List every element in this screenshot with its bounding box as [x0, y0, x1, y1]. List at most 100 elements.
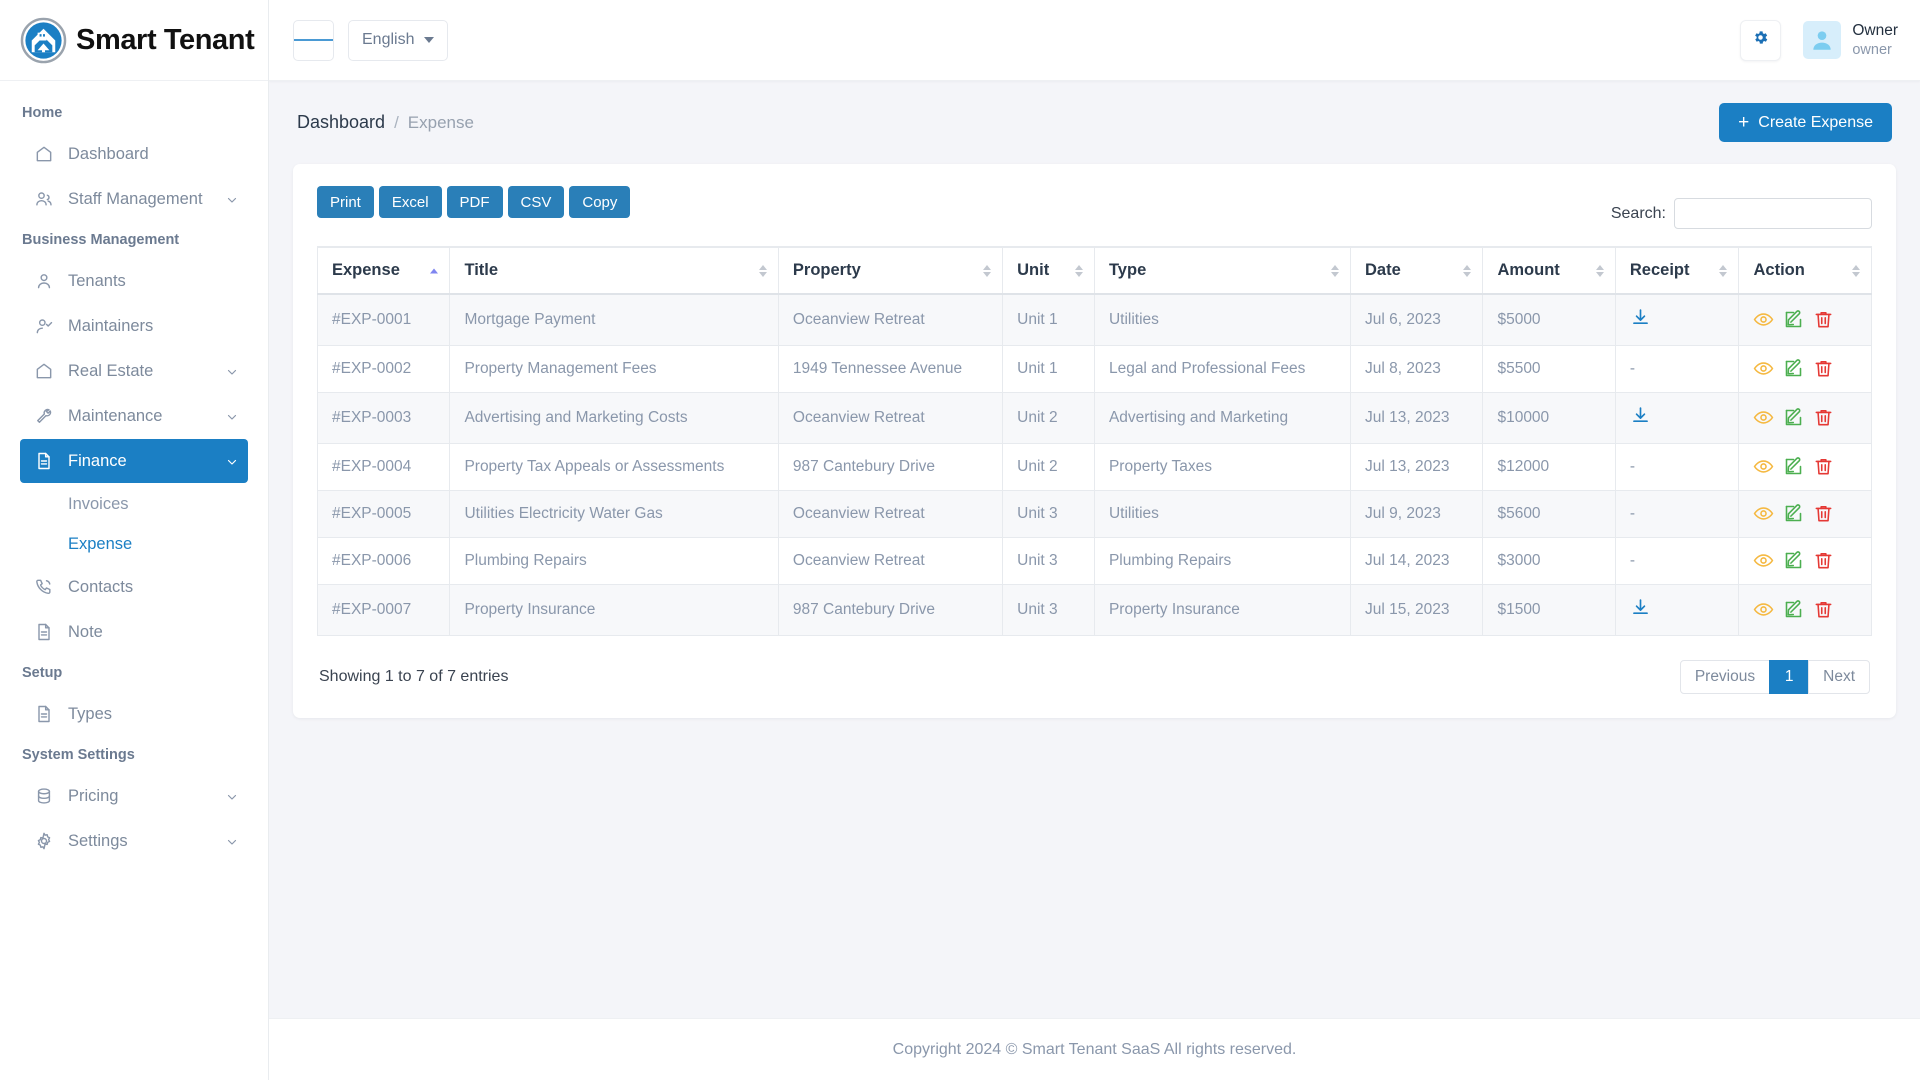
eye-icon[interactable]	[1753, 358, 1775, 380]
column-header-action[interactable]: Action	[1738, 246, 1872, 295]
sidebar-item-label: Types	[68, 704, 113, 723]
sidebar-item-staff-management[interactable]: Staff Management	[20, 177, 248, 221]
trash-icon[interactable]	[1813, 503, 1835, 525]
pdf-button[interactable]: PDF	[446, 186, 503, 218]
trash-icon[interactable]	[1813, 407, 1835, 429]
cell-expense: #EXP-0001	[316, 293, 451, 346]
sidebar-item-label: Finance	[68, 451, 127, 470]
trash-icon[interactable]	[1813, 456, 1835, 478]
wrench-icon	[32, 404, 56, 428]
brand[interactable]: Smart Tenant	[0, 0, 268, 81]
table-row: #EXP-0004 Property Tax Appeals or Assessm…	[316, 443, 1872, 491]
sidebar-item-label: Maintenance	[68, 406, 163, 425]
print-button[interactable]: Print	[317, 186, 374, 218]
sidebar-item-types[interactable]: Types	[20, 692, 248, 736]
column-header-property[interactable]: Property	[777, 246, 1004, 295]
trash-icon[interactable]	[1813, 599, 1835, 621]
sidebar-item-label: Tenants	[68, 271, 126, 290]
cell-date: Jul 9, 2023	[1350, 490, 1484, 538]
export-buttons-group: Print Excel PDF CSV Copy	[317, 186, 631, 218]
gear-icon	[32, 829, 56, 853]
sidebar-item-contacts[interactable]: Contacts	[20, 565, 248, 609]
sidebar-item-label: Settings	[68, 831, 128, 850]
sidebar-item-dashboard[interactable]: Dashboard	[20, 132, 248, 176]
action-buttons	[1753, 309, 1857, 331]
cell-date: Jul 6, 2023	[1350, 293, 1484, 346]
column-header-amount[interactable]: Amount	[1482, 246, 1616, 295]
topbar: English Owner owner	[269, 0, 1920, 81]
hamburger-icon[interactable]	[293, 19, 334, 61]
sort-icon	[1463, 264, 1472, 277]
edit-icon[interactable]	[1783, 407, 1805, 429]
copy-button[interactable]: Copy	[569, 186, 631, 218]
settings-button[interactable]	[1740, 19, 1782, 61]
cell-receipt[interactable]	[1614, 584, 1740, 636]
column-header-expense[interactable]: Expense	[316, 246, 451, 295]
cell-type: Utilities	[1093, 293, 1352, 346]
language-selector[interactable]: English	[348, 19, 449, 61]
column-header-unit[interactable]: Unit	[1002, 246, 1095, 295]
sidebar-item-maintainers[interactable]: Maintainers	[20, 304, 248, 348]
table-body: #EXP-0001 Mortgage Payment Oceanview Retre…	[316, 293, 1872, 636]
eye-icon[interactable]	[1753, 599, 1775, 621]
sort-icon	[1595, 264, 1604, 277]
create-expense-label: Create Expense	[1758, 113, 1873, 131]
cell-expense: #EXP-0007	[316, 584, 451, 636]
edit-icon[interactable]	[1783, 599, 1805, 621]
trash-icon[interactable]	[1813, 309, 1835, 331]
cell-title: Mortgage Payment	[449, 293, 779, 346]
edit-icon[interactable]	[1783, 503, 1805, 525]
sidebar-item-label: Staff Management	[68, 189, 203, 208]
user-name: Owner	[1852, 22, 1898, 40]
edit-icon[interactable]	[1783, 550, 1805, 572]
eye-icon[interactable]	[1753, 456, 1775, 478]
column-header-title[interactable]: Title	[449, 246, 779, 295]
trash-icon[interactable]	[1813, 550, 1835, 572]
cell-expense: #EXP-0006	[316, 537, 451, 585]
sidebar-item-note[interactable]: Note	[20, 610, 248, 654]
sidebar-item-maintenance[interactable]: Maintenance	[20, 394, 248, 438]
pagination-page-1[interactable]: 1	[1769, 660, 1810, 694]
trash-icon[interactable]	[1813, 358, 1835, 380]
copyright-text: Copyright 2024 © Smart Tenant SaaS All r…	[892, 1040, 1297, 1058]
eye-icon[interactable]	[1753, 407, 1775, 429]
cell-unit: Unit 2	[1002, 443, 1095, 491]
sidebar-subitem-label: Expense	[68, 534, 133, 553]
sidebar-item-pricing[interactable]: Pricing	[20, 774, 248, 818]
breadcrumb-dashboard[interactable]: Dashboard	[297, 112, 386, 132]
download-icon[interactable]	[1630, 307, 1652, 329]
csv-button[interactable]: CSV	[507, 186, 565, 218]
column-header-receipt[interactable]: Receipt	[1614, 246, 1740, 295]
create-expense-button[interactable]: + Create Expense	[1719, 103, 1892, 142]
cell-unit: Unit 1	[1002, 293, 1095, 346]
edit-icon[interactable]	[1783, 358, 1805, 380]
sidebar-subitem-expense[interactable]: Expense	[0, 524, 268, 564]
cell-receipt[interactable]	[1614, 392, 1740, 444]
sidebar-subitem-invoices[interactable]: Invoices	[0, 484, 268, 524]
eye-icon[interactable]	[1753, 550, 1775, 572]
search-input[interactable]	[1674, 198, 1872, 229]
cell-receipt[interactable]	[1614, 293, 1740, 346]
user-menu[interactable]: Owner owner	[1803, 21, 1898, 59]
download-icon[interactable]	[1630, 405, 1652, 427]
edit-icon[interactable]	[1783, 456, 1805, 478]
breadcrumb-current: Expense	[407, 112, 474, 132]
sidebar-item-tenants[interactable]: Tenants	[20, 259, 248, 303]
sidebar-item-finance[interactable]: Finance	[20, 439, 248, 483]
column-header-type[interactable]: Type	[1093, 246, 1352, 295]
excel-button[interactable]: Excel	[378, 186, 442, 218]
cell-receipt: -	[1614, 345, 1740, 393]
sidebar-item-real-estate[interactable]: Real Estate	[20, 349, 248, 393]
home-icon	[32, 359, 56, 383]
eye-icon[interactable]	[1753, 309, 1775, 331]
eye-icon[interactable]	[1753, 503, 1775, 525]
sidebar-item-label: Contacts	[68, 577, 134, 596]
pagination-next[interactable]: Next	[1808, 660, 1870, 694]
column-label: Expense	[332, 261, 400, 279]
column-header-date[interactable]: Date	[1350, 246, 1484, 295]
pagination-previous[interactable]: Previous	[1679, 660, 1771, 694]
download-icon[interactable]	[1630, 597, 1652, 619]
cell-unit: Unit 1	[1002, 345, 1095, 393]
sidebar-item-settings[interactable]: Settings	[20, 819, 248, 863]
edit-icon[interactable]	[1783, 309, 1805, 331]
